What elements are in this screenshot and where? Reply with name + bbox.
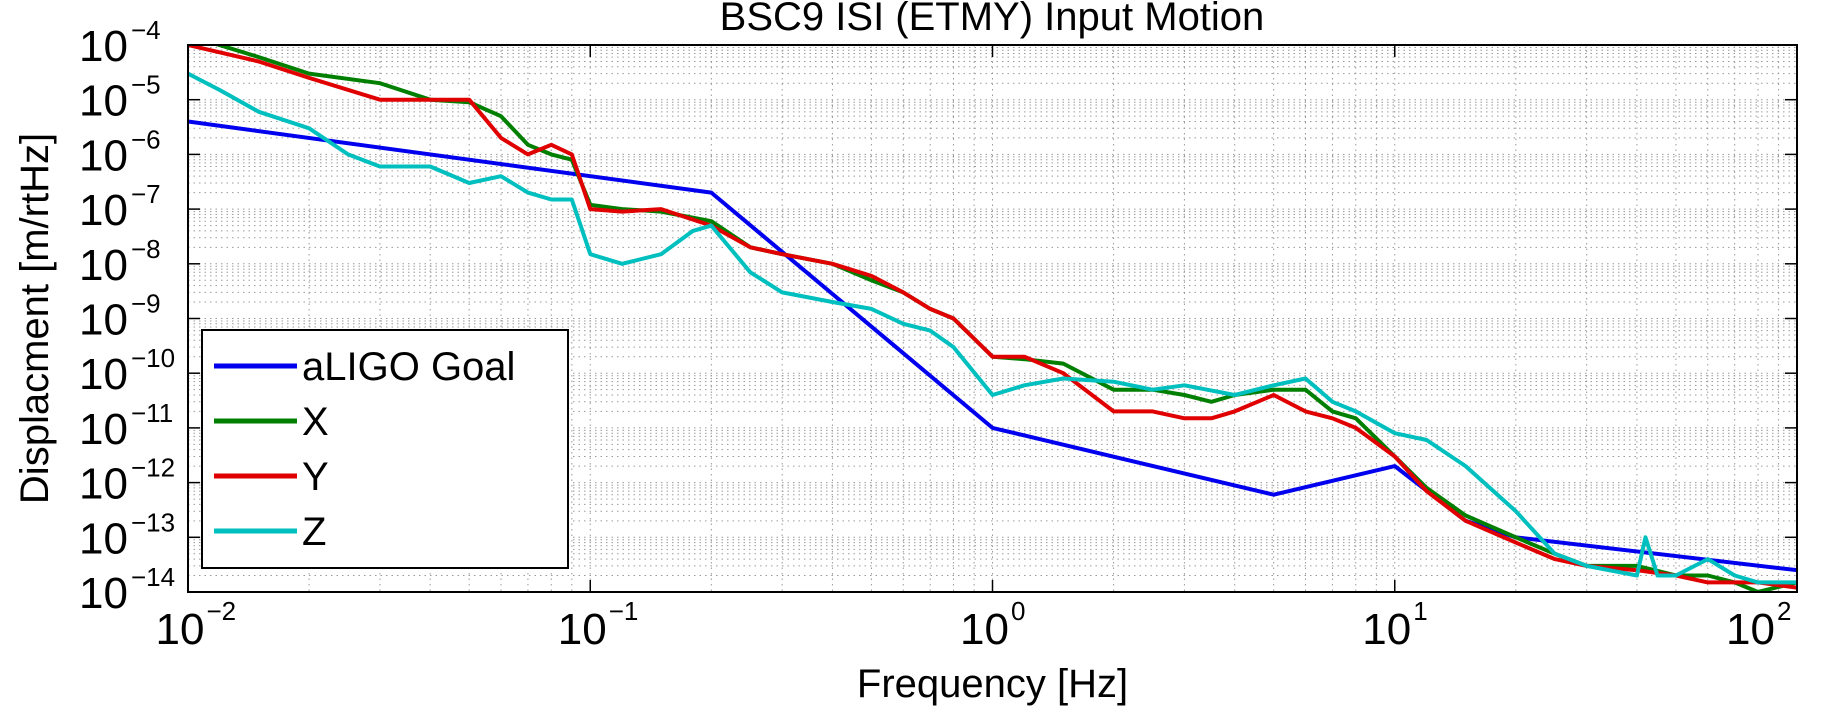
legend-label-y: Y (302, 455, 329, 499)
y-tick-label: 10 (79, 186, 128, 235)
y-tick-label: 10 (79, 569, 128, 618)
series-line-x (212, 45, 1797, 592)
series-line-z (188, 71, 1797, 585)
plot-area (188, 45, 1797, 592)
y-tick-label: 10 (79, 296, 128, 345)
x-tick-label: 10 (558, 605, 607, 654)
y-tick-exponent: −14 (131, 562, 175, 592)
y-tick-exponent: −5 (131, 70, 161, 100)
axis-ticks (187, 44, 1798, 593)
y-tick-label: 10 (79, 350, 128, 399)
x-tick-exponent: −2 (206, 596, 236, 626)
y-tick-label: 10 (79, 460, 128, 509)
legend-label-aligo-goal: aLIGO Goal (302, 345, 515, 389)
legend-label-z: Z (302, 510, 326, 554)
x-tick-label: 10 (960, 605, 1009, 654)
legend: aLIGO Goal XYZ (201, 329, 569, 569)
y-tick-exponent: −12 (131, 453, 175, 483)
y-tick-exponent: −11 (131, 398, 173, 428)
y-tick-exponent: −8 (131, 234, 161, 264)
chart-title: BSC9 ISI (ETMY) Input Motion (720, 0, 1265, 39)
legend-label-x: X (302, 400, 329, 444)
x-tick-exponent: 0 (1011, 596, 1025, 626)
y-tick-label: 10 (79, 77, 128, 126)
y-tick-exponent: −7 (131, 179, 161, 209)
y-tick-exponent: −6 (131, 124, 161, 154)
x-tick-label: 10 (1362, 605, 1411, 654)
x-tick-exponent: 1 (1413, 596, 1427, 626)
legend-box (201, 329, 569, 569)
y-tick-label: 10 (79, 514, 128, 563)
y-axis-label: Displacment [m/rtHz] (13, 133, 57, 504)
y-tick-exponent: −10 (131, 343, 175, 373)
y-tick-label: 10 (79, 22, 128, 71)
series-lines (188, 45, 1797, 592)
x-tick-exponent: −1 (609, 596, 639, 626)
x-tick-exponent: 2 (1777, 596, 1791, 626)
y-tick-exponent: −9 (131, 289, 161, 319)
x-tick-labels: 10 −2 10 −1 10 0 10 1 10 2 (156, 596, 1792, 654)
x-tick-label: 10 (1726, 605, 1775, 654)
x-axis-label: Frequency [Hz] (857, 662, 1128, 706)
y-tick-label: 10 (79, 241, 128, 290)
x-tick-label: 10 (156, 605, 205, 654)
y-tick-label: 10 (79, 131, 128, 180)
y-tick-label: 10 (79, 405, 128, 454)
y-tick-exponent: −13 (131, 507, 175, 537)
y-tick-exponent: −4 (131, 15, 161, 45)
series-line-y (188, 45, 1797, 590)
